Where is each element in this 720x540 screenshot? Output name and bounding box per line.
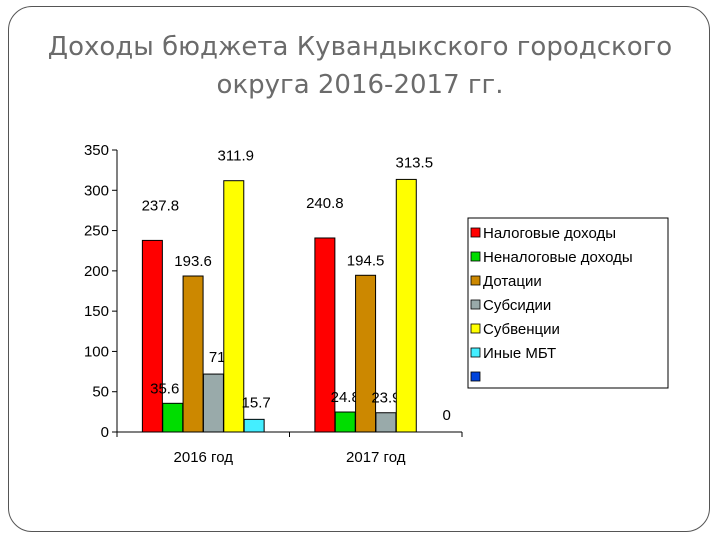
bar <box>355 274 377 433</box>
data-label: 15.7 <box>242 394 271 411</box>
bar <box>223 180 245 433</box>
data-label: 0 <box>442 407 450 424</box>
data-label: 311.9 <box>218 148 254 165</box>
chart-title: Доходы бюджета Кувандыкского городского … <box>40 28 680 104</box>
data-label: 313.5 <box>396 154 434 171</box>
y-tick-label: 50 <box>92 384 109 401</box>
legend-label: Неналоговые доходы <box>483 249 633 266</box>
legend-swatch <box>470 251 481 262</box>
data-label: 23.9 <box>371 390 400 407</box>
chart-title-line-1: Доходы бюджета Кувандыкского городского <box>47 32 673 62</box>
legend-swatch <box>470 347 481 358</box>
y-tick-label: 200 <box>84 263 109 280</box>
bar <box>314 237 336 433</box>
bar <box>162 402 184 433</box>
y-tick-label: 100 <box>84 343 109 360</box>
x-category-label: 2016 год <box>174 449 234 466</box>
legend-label: Иные МБТ <box>483 345 556 362</box>
data-label: 24.8 <box>331 389 360 406</box>
bar <box>182 275 204 433</box>
legend-box <box>467 217 669 389</box>
legend-swatch <box>470 275 481 286</box>
data-label: 194.5 <box>347 252 385 269</box>
y-tick-label: 150 <box>84 303 109 320</box>
legend-label: Субвенции <box>483 321 560 338</box>
legend-label: Субсидии <box>483 297 551 314</box>
legend-label: Налоговые доходы <box>483 225 616 242</box>
legend-swatch <box>470 227 481 238</box>
bar <box>243 418 265 433</box>
bar <box>395 178 417 433</box>
legend-swatch <box>470 299 481 310</box>
y-tick-label: 0 <box>101 424 109 441</box>
bar <box>202 373 224 433</box>
bar <box>375 412 397 433</box>
data-label: 240.8 <box>306 195 344 212</box>
bar <box>141 239 163 433</box>
y-tick-label: 300 <box>84 182 109 199</box>
legend-label: Дотации <box>483 273 542 290</box>
bar <box>334 411 356 433</box>
data-label: 35.6 <box>150 380 179 397</box>
chart-title-line-2: округа 2016-2017 гг. <box>216 70 504 100</box>
legend-swatch <box>470 323 481 334</box>
data-label: 193.6 <box>174 253 212 270</box>
legend-swatch <box>470 371 481 382</box>
data-label: 237.8 <box>142 197 180 214</box>
x-category-label: 2017 год <box>346 449 406 466</box>
y-tick-label: 250 <box>84 223 109 240</box>
y-tick-label: 350 <box>84 142 109 159</box>
